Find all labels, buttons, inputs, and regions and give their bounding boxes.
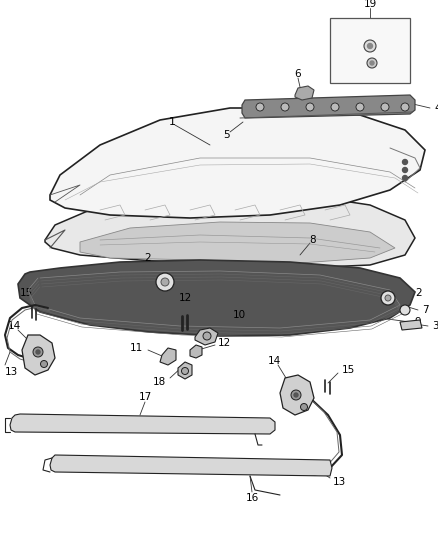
Polygon shape — [178, 362, 192, 379]
Text: 3: 3 — [432, 321, 438, 331]
Text: 15: 15 — [342, 365, 355, 375]
Circle shape — [281, 103, 289, 111]
Polygon shape — [295, 86, 314, 100]
Circle shape — [40, 360, 47, 367]
Polygon shape — [50, 455, 332, 476]
Text: 6: 6 — [295, 69, 301, 79]
Text: 2: 2 — [145, 253, 151, 263]
Text: 16: 16 — [245, 493, 258, 503]
Text: 19: 19 — [364, 0, 377, 9]
Circle shape — [364, 40, 376, 52]
Bar — [330, 18, 410, 83]
Text: 14: 14 — [267, 356, 281, 366]
Polygon shape — [80, 222, 395, 263]
Polygon shape — [190, 345, 202, 358]
Circle shape — [181, 367, 188, 375]
Text: 12: 12 — [178, 293, 192, 303]
Circle shape — [356, 103, 364, 111]
Circle shape — [203, 332, 211, 340]
Text: 5: 5 — [223, 130, 230, 140]
Text: 9: 9 — [414, 317, 420, 327]
Circle shape — [370, 61, 374, 65]
Text: 17: 17 — [138, 392, 152, 402]
Circle shape — [367, 44, 372, 49]
Circle shape — [367, 58, 377, 68]
Text: 2: 2 — [415, 288, 422, 298]
Text: 13: 13 — [333, 477, 346, 487]
Circle shape — [385, 295, 391, 301]
Text: 4: 4 — [434, 103, 438, 113]
Polygon shape — [50, 108, 425, 218]
Text: 18: 18 — [153, 377, 166, 387]
Circle shape — [33, 347, 43, 357]
Circle shape — [401, 103, 409, 111]
Polygon shape — [400, 320, 422, 330]
Circle shape — [291, 390, 301, 400]
Circle shape — [294, 393, 298, 397]
Circle shape — [403, 167, 407, 173]
Circle shape — [381, 103, 389, 111]
Circle shape — [156, 273, 174, 291]
Circle shape — [400, 305, 410, 315]
Circle shape — [161, 278, 169, 286]
Circle shape — [300, 403, 307, 410]
Circle shape — [403, 159, 407, 165]
Circle shape — [256, 103, 264, 111]
Polygon shape — [280, 375, 314, 415]
Polygon shape — [22, 335, 55, 375]
Polygon shape — [195, 328, 218, 345]
Circle shape — [306, 103, 314, 111]
Circle shape — [381, 291, 395, 305]
Circle shape — [331, 103, 339, 111]
Text: 7: 7 — [422, 305, 429, 315]
Circle shape — [36, 350, 40, 354]
Polygon shape — [242, 95, 415, 118]
Text: 15: 15 — [19, 288, 32, 298]
Text: 14: 14 — [7, 321, 21, 331]
Text: 8: 8 — [310, 235, 316, 245]
Polygon shape — [18, 260, 415, 336]
Text: 13: 13 — [5, 367, 18, 377]
Polygon shape — [160, 348, 176, 365]
Polygon shape — [10, 414, 275, 434]
Circle shape — [403, 175, 407, 181]
Text: 1: 1 — [169, 117, 176, 127]
Text: 11: 11 — [130, 343, 143, 353]
Text: 12: 12 — [218, 338, 231, 348]
Text: 10: 10 — [233, 310, 246, 320]
Polygon shape — [45, 195, 415, 268]
